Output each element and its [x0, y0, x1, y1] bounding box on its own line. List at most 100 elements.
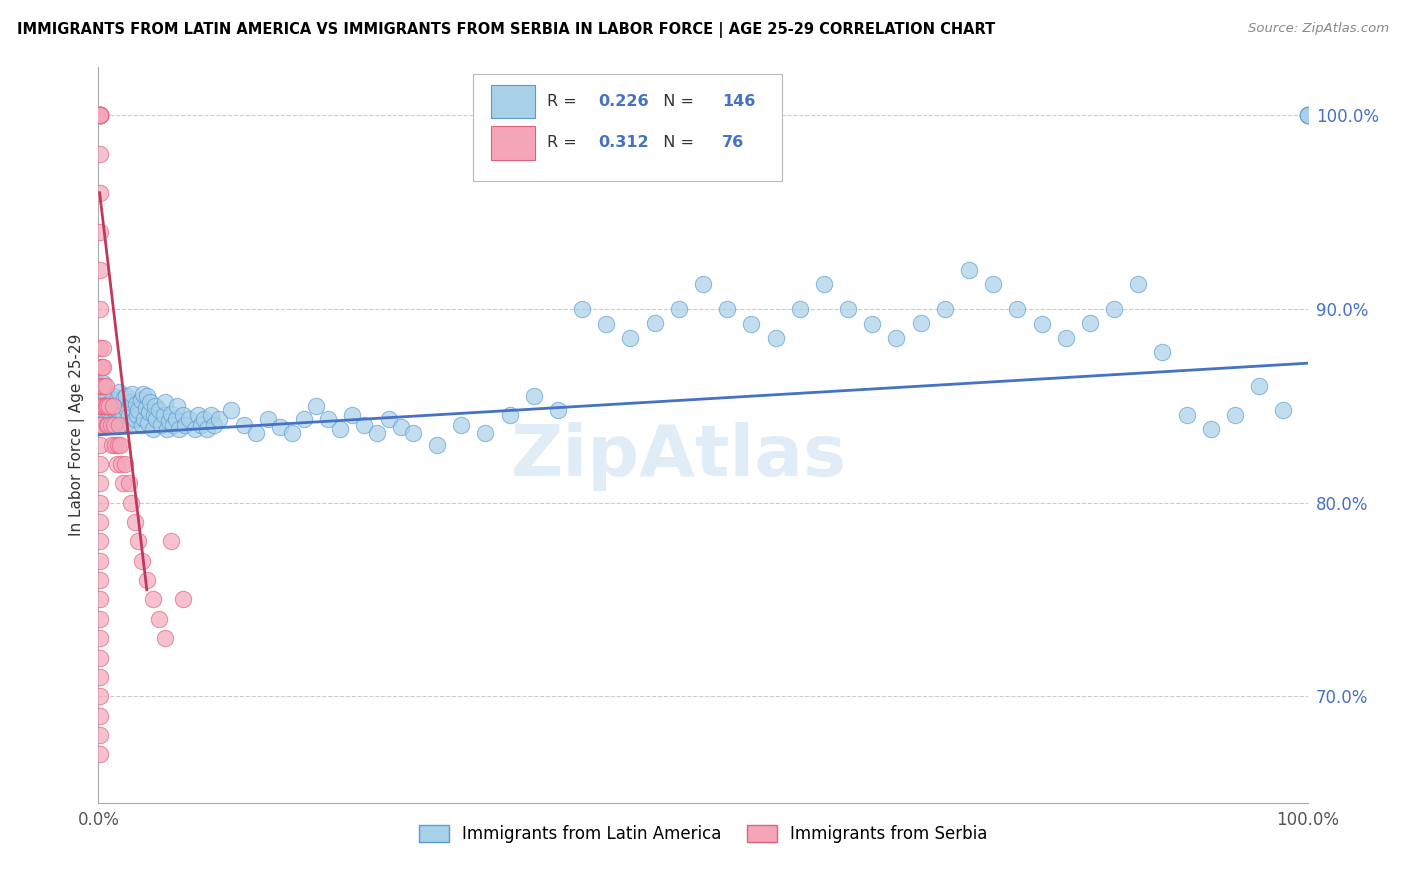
Point	[91, 409, 114, 423]
Point	[200, 409, 222, 423]
Point	[98, 404, 121, 418]
Point	[153, 631, 176, 645]
Point	[136, 416, 159, 430]
Point	[160, 534, 183, 549]
Point	[165, 412, 187, 426]
Point	[89, 108, 111, 122]
Point	[89, 108, 111, 122]
Point	[107, 402, 129, 417]
Point	[89, 670, 111, 684]
Point	[450, 418, 472, 433]
Point	[160, 407, 183, 421]
Point	[148, 402, 170, 417]
Point	[134, 412, 156, 426]
Point	[100, 401, 122, 415]
Point	[716, 301, 738, 316]
Point	[981, 277, 1004, 291]
Point	[131, 554, 153, 568]
Point	[89, 592, 111, 607]
Point	[139, 395, 162, 409]
Point	[127, 534, 149, 549]
Point	[1007, 301, 1029, 316]
Text: 0.312: 0.312	[598, 136, 648, 150]
Point	[89, 728, 111, 742]
Point	[166, 399, 188, 413]
Point	[644, 316, 666, 330]
Point	[547, 402, 569, 417]
Point	[91, 360, 114, 375]
Point	[193, 412, 215, 426]
Point	[129, 392, 152, 407]
Point	[90, 399, 112, 413]
Point	[124, 412, 146, 426]
Point	[886, 331, 908, 345]
Point	[1296, 108, 1319, 122]
Point	[740, 318, 762, 332]
Point	[96, 418, 118, 433]
Point	[1296, 108, 1319, 122]
Point	[114, 457, 136, 471]
Point	[94, 399, 117, 413]
Point	[187, 409, 209, 423]
Point	[90, 379, 112, 393]
Point	[150, 418, 173, 433]
Point	[142, 422, 165, 436]
Point	[474, 425, 496, 440]
Point	[89, 495, 111, 509]
Point	[89, 186, 111, 200]
Point	[195, 422, 218, 436]
Point	[127, 409, 149, 423]
Legend: Immigrants from Latin America, Immigrants from Serbia: Immigrants from Latin America, Immigrant…	[412, 818, 994, 850]
Point	[619, 331, 641, 345]
Point	[232, 418, 254, 433]
Point	[105, 457, 128, 471]
Point	[121, 387, 143, 401]
Point	[97, 418, 120, 433]
Point	[107, 437, 129, 451]
Point	[389, 420, 412, 434]
Point	[135, 401, 157, 415]
Point	[89, 108, 111, 122]
Point	[118, 476, 141, 491]
Point	[692, 277, 714, 291]
Point	[127, 402, 149, 417]
Point	[934, 301, 956, 316]
Point	[112, 391, 135, 405]
Point	[208, 412, 231, 426]
Point	[377, 412, 399, 426]
Y-axis label: In Labor Force | Age 25-29: In Labor Force | Age 25-29	[69, 334, 86, 536]
Point	[89, 108, 111, 122]
Point	[1128, 277, 1150, 291]
Point	[118, 409, 141, 423]
Text: IMMIGRANTS FROM LATIN AMERICA VS IMMIGRANTS FROM SERBIA IN LABOR FORCE | AGE 25-: IMMIGRANTS FROM LATIN AMERICA VS IMMIGRA…	[17, 22, 995, 38]
Point	[91, 384, 114, 398]
Point	[145, 412, 167, 426]
Text: ZipAtlas: ZipAtlas	[510, 423, 846, 491]
Point	[765, 331, 787, 345]
Point	[89, 437, 111, 451]
Point	[1199, 422, 1222, 436]
Point	[595, 318, 617, 332]
Point	[153, 395, 176, 409]
Point	[114, 418, 136, 433]
Point	[111, 407, 134, 421]
Point	[184, 422, 207, 436]
Point	[125, 397, 148, 411]
Point	[89, 418, 111, 433]
Point	[89, 747, 111, 762]
Point	[174, 418, 197, 433]
Point	[142, 592, 165, 607]
Point	[135, 389, 157, 403]
Point	[108, 412, 131, 426]
Point	[353, 418, 375, 433]
Point	[148, 612, 170, 626]
Point	[89, 108, 111, 122]
Point	[169, 422, 191, 436]
Point	[103, 418, 125, 433]
Point	[108, 418, 131, 433]
Point	[329, 422, 352, 436]
Point	[498, 409, 520, 423]
Point	[89, 650, 111, 665]
Point	[94, 387, 117, 401]
Point	[89, 612, 111, 626]
